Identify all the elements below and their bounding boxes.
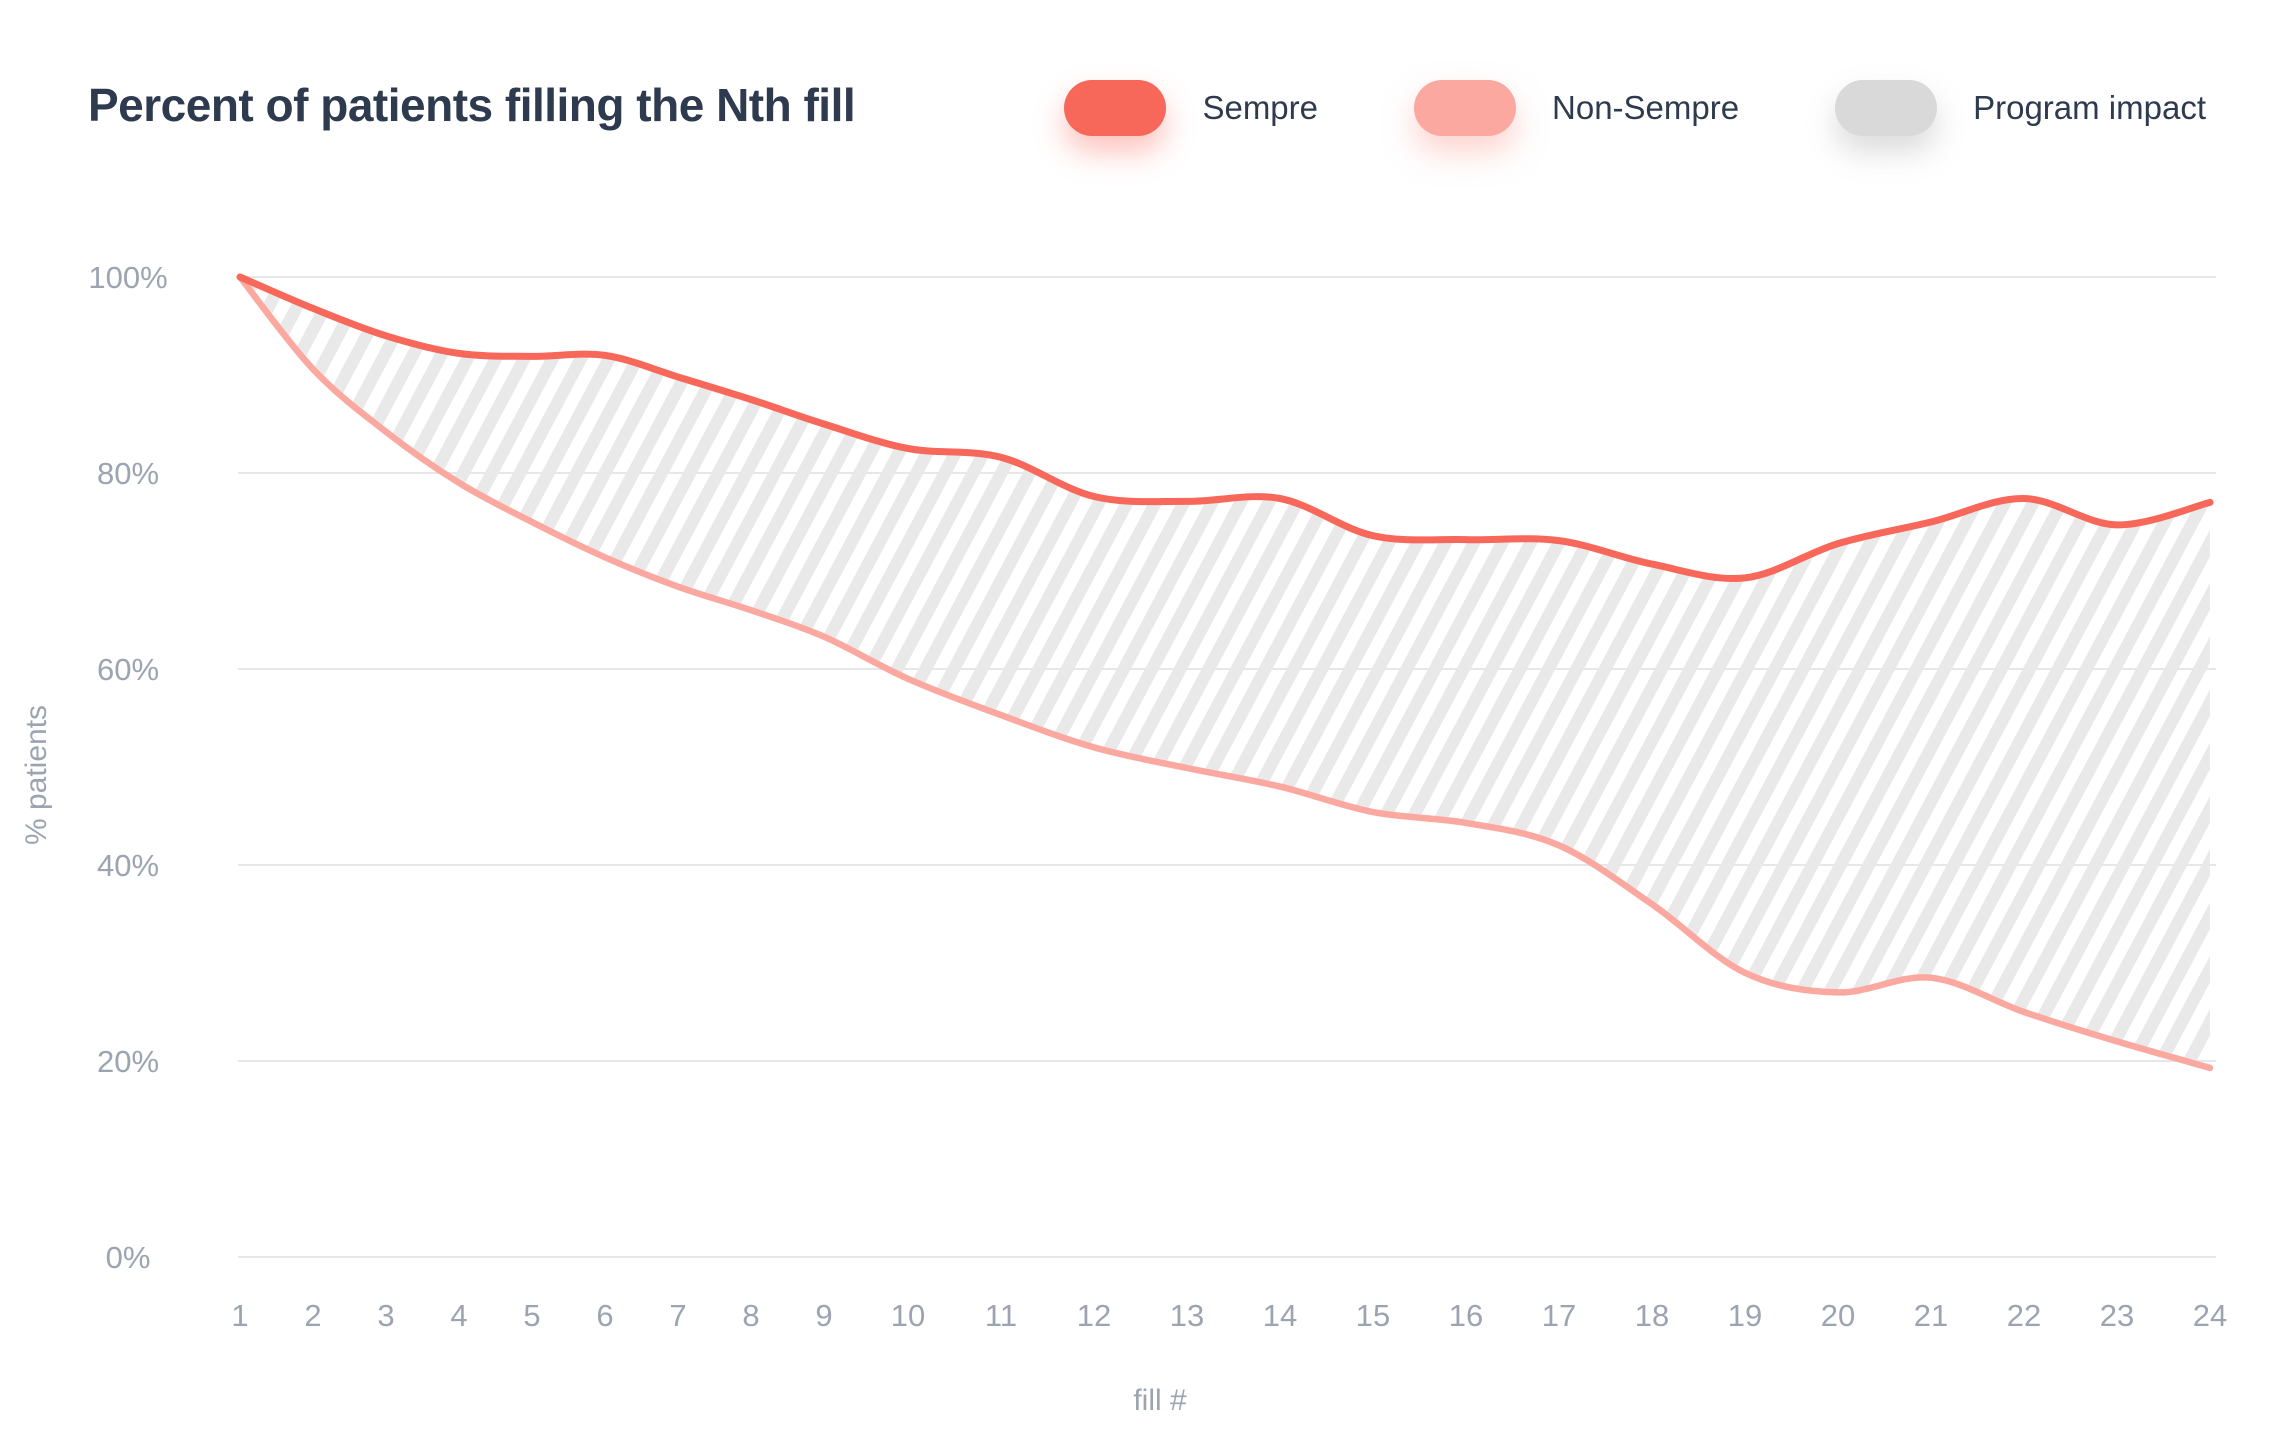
legend-swatch-sempre <box>1064 80 1167 136</box>
x-tick-label: 12 <box>1077 1298 1111 1333</box>
x-tick-label: 2 <box>304 1298 321 1333</box>
x-tick-label: 1 <box>231 1298 248 1333</box>
program-impact-band <box>240 277 2210 1068</box>
x-tick-label: 16 <box>1449 1298 1483 1333</box>
legend-label-sempre: Sempre <box>1202 89 1319 126</box>
x-tick-label: 20 <box>1821 1298 1855 1333</box>
x-tick-label: 15 <box>1356 1298 1390 1333</box>
legend-item-program-impact: Program impact <box>1835 80 2206 136</box>
y-tick-label: 0% <box>106 1240 151 1275</box>
legend-swatch-non-sempre <box>1414 80 1517 136</box>
x-tick-label: 23 <box>2100 1298 2134 1333</box>
y-axis-tick-labels: 100% 80% 60% 40% 20% 0% <box>88 260 167 1275</box>
chart-title: Percent of patients filling the Nth fill <box>88 79 856 131</box>
x-tick-label: 21 <box>1914 1298 1948 1333</box>
chart-header: Percent of patients filling the Nth fill… <box>0 0 2280 160</box>
y-tick-label: 80% <box>97 456 159 491</box>
x-tick-label: 3 <box>377 1298 394 1333</box>
x-tick-label: 10 <box>891 1298 925 1333</box>
x-tick-label: 7 <box>669 1298 686 1333</box>
x-tick-label: 4 <box>450 1298 467 1333</box>
x-tick-label: 9 <box>815 1298 832 1333</box>
y-tick-label: 40% <box>97 848 159 883</box>
x-tick-label: 13 <box>1170 1298 1204 1333</box>
y-tick-label: 60% <box>97 652 159 687</box>
x-axis-tick-labels: 1 2 3 4 5 6 7 8 9 10 11 12 13 14 15 16 17 18 19 20 21 22 23 24 <box>231 1298 2227 1333</box>
chart-series <box>236 273 2214 1072</box>
legend-item-sempre: Sempre <box>1064 80 1318 136</box>
legend-item-non-sempre: Non-Sempre <box>1414 80 1739 136</box>
x-tick-label: 8 <box>742 1298 759 1333</box>
y-tick-label: 20% <box>97 1044 159 1079</box>
legend-label-non-sempre: Non-Sempre <box>1552 89 1740 126</box>
x-tick-label: 17 <box>1542 1298 1576 1333</box>
legend-label-program-impact: Program impact <box>1973 89 2206 126</box>
x-tick-label: 24 <box>2193 1298 2227 1333</box>
legend: Sempre Non-Sempre Program impact <box>1064 80 2206 136</box>
non-sempre-line <box>236 273 2214 1072</box>
x-tick-label: 22 <box>2007 1298 2041 1333</box>
y-axis-title: % patients <box>20 705 53 845</box>
x-tick-label: 18 <box>1635 1298 1669 1333</box>
x-tick-label: 19 <box>1728 1298 1762 1333</box>
x-tick-label: 14 <box>1263 1298 1297 1333</box>
y-tick-label: 100% <box>88 260 167 295</box>
x-tick-label: 6 <box>596 1298 613 1333</box>
sempre-line <box>236 273 2214 583</box>
x-axis-title: fill # <box>1133 1384 1187 1417</box>
legend-swatch-program-impact <box>1835 80 1938 136</box>
x-tick-label: 5 <box>523 1298 540 1333</box>
x-tick-label: 11 <box>985 1298 1017 1333</box>
